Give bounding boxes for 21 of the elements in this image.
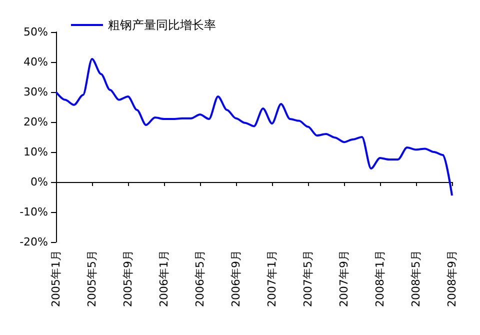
y-tick-label: 30%	[24, 86, 48, 98]
x-tick-label: 2005年9月	[122, 250, 134, 307]
x-tick-label: 2006年1月	[158, 250, 170, 307]
x-tick-label: 2006年5月	[194, 250, 206, 307]
y-tick-label: 40%	[24, 56, 48, 68]
x-tick-label: 2007年5月	[302, 250, 314, 307]
x-tick-label: 2008年9月	[446, 250, 458, 307]
x-tick-label: 2008年1月	[374, 250, 386, 307]
y-tick-label: -20%	[20, 236, 48, 248]
y-tick-label: 50%	[24, 26, 48, 38]
y-tick-label: 10%	[24, 146, 48, 158]
x-tick-label: 2005年5月	[86, 250, 98, 307]
x-tick-label: 2007年9月	[338, 250, 350, 307]
y-tick-label: 0%	[30, 176, 48, 188]
x-tick-label: 2005年1月	[50, 250, 62, 307]
x-tick-label: 2008年5月	[410, 250, 422, 307]
legend-label: 粗钢产量同比增长率	[108, 18, 216, 32]
x-tick-label: 2007年1月	[266, 250, 278, 307]
y-tick-label: 20%	[24, 116, 48, 128]
y-tick-label: -10%	[20, 206, 48, 218]
x-tick-label: 2006年9月	[230, 250, 242, 307]
